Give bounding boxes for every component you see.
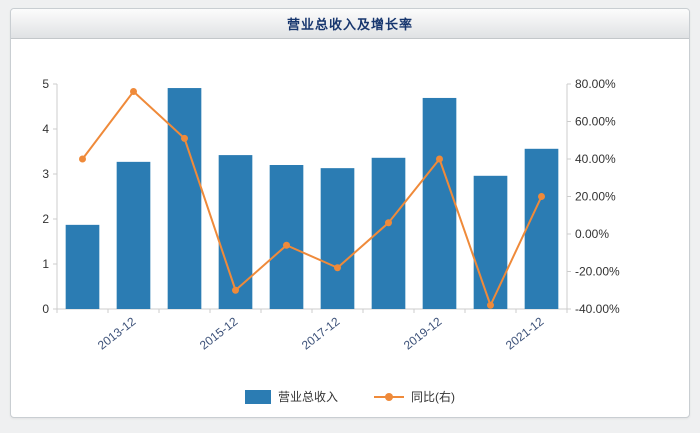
legend-label-yoy: 同比(右) (411, 390, 455, 404)
svg-text:20.00%: 20.00% (575, 190, 616, 204)
revenue-growth-combo-chart[interactable]: 0 1 2 3 4 5 80.00% 60.00% 40.00% 20.00% 0.00% -20.0… (11, 39, 689, 379)
svg-text:2015-12: 2015-12 (197, 314, 241, 352)
bar-series-swatch-icon (244, 389, 271, 404)
svg-text:0: 0 (42, 302, 49, 316)
svg-text:3: 3 (42, 167, 49, 181)
line-marker-icon (385, 392, 393, 401)
chart-panel: 营业总收入及增长率 0 1 2 3 4 5 80.00% 60.00% 40.00% 20.00%… (10, 8, 690, 418)
svg-text:2019-12: 2019-12 (401, 314, 445, 352)
chart-title: 营业总收入及增长率 (286, 17, 413, 32)
svg-text:1: 1 (42, 257, 49, 271)
chart-area: 0 1 2 3 4 5 80.00% 60.00% 40.00% 20.00% 0.00% -20.0… (11, 39, 689, 417)
legend-item-yoy[interactable]: 同比(右) (374, 388, 455, 405)
svg-text:-40.00%: -40.00% (575, 302, 620, 316)
svg-text:4: 4 (42, 122, 49, 136)
svg-text:5: 5 (42, 77, 49, 91)
svg-text:60.00%: 60.00% (575, 115, 616, 129)
svg-text:2021-12: 2021-12 (503, 314, 547, 352)
panel-header: 营业总收入及增长率 (11, 9, 689, 39)
svg-text:2013-12: 2013-12 (95, 314, 139, 352)
svg-text:40.00%: 40.00% (575, 152, 616, 166)
legend-item-revenue[interactable]: 营业总收入 (244, 388, 338, 405)
svg-text:2017-12: 2017-12 (299, 314, 343, 352)
svg-text:-20.00%: -20.00% (575, 265, 620, 279)
svg-text:80.00%: 80.00% (575, 77, 616, 91)
svg-text:2: 2 (42, 212, 49, 226)
svg-text:0.00%: 0.00% (575, 227, 609, 241)
chart-legend: 营业总收入 同比(右) (11, 388, 689, 405)
legend-label-revenue: 营业总收入 (277, 390, 338, 404)
line-series-swatch-icon (374, 392, 404, 401)
